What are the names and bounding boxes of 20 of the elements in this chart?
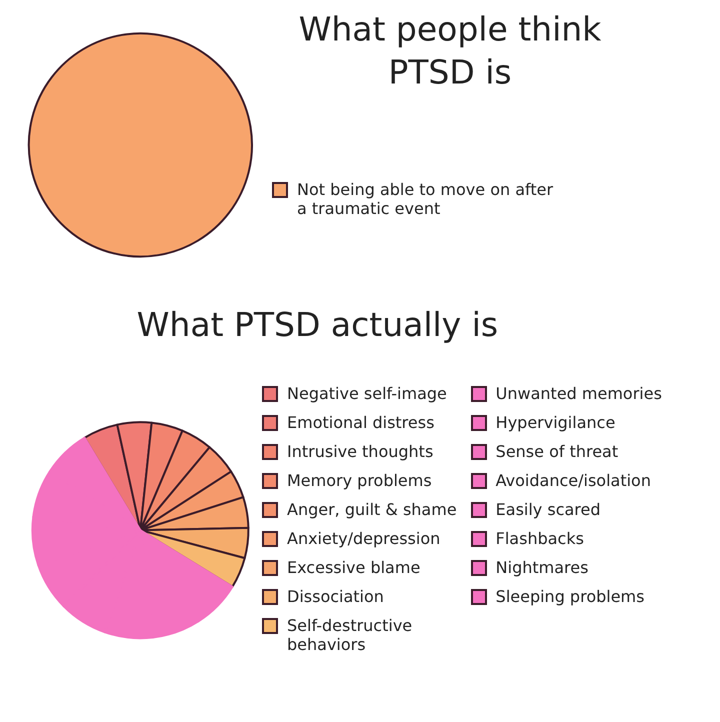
- chart-title: What people think PTSD is: [298, 10, 602, 92]
- legend-label: Intrusive thoughts: [287, 442, 434, 461]
- chart-title: What PTSD actually is: [136, 305, 498, 344]
- legend-label: Avoidance/isolation: [496, 471, 651, 490]
- legend-label: Hypervigilance: [496, 413, 616, 432]
- legend-label: Excessive blame: [287, 558, 420, 577]
- legend-label: Anxiety/depression: [287, 529, 440, 548]
- legend-label: Memory problems: [287, 471, 432, 490]
- legend-label: Flashbacks: [496, 529, 584, 548]
- legend-label: Negative self-image: [287, 384, 447, 403]
- legend-label: Self-destructive behaviors: [287, 616, 412, 654]
- legend-label: Anger, guilt & shame: [287, 500, 457, 519]
- legend-label: Dissociation: [287, 587, 384, 606]
- legend-label: Easily scared: [496, 500, 601, 519]
- legend-label: Emotional distress: [287, 413, 434, 432]
- legend-label: Unwanted memories: [496, 384, 662, 403]
- legend-label: Sleeping problems: [496, 587, 644, 606]
- legend-label: Not being able to move on after a traumatic event: [297, 180, 554, 218]
- legend-label: Nightmares: [496, 558, 588, 577]
- legend-label: Sense of threat: [496, 442, 618, 461]
